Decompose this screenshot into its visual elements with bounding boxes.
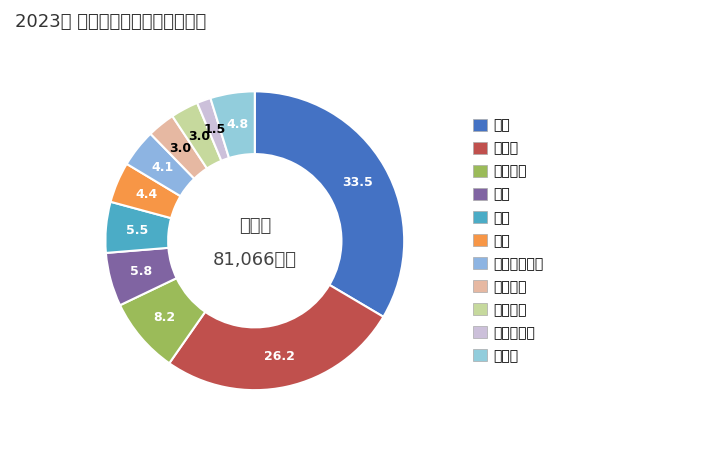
Wedge shape (170, 285, 384, 390)
Wedge shape (127, 134, 194, 196)
Wedge shape (255, 91, 404, 317)
Wedge shape (106, 248, 177, 305)
Text: 1.5: 1.5 (203, 123, 226, 136)
Text: 8.2: 8.2 (154, 310, 176, 324)
Wedge shape (120, 278, 205, 363)
Text: 81,066万円: 81,066万円 (213, 251, 297, 269)
Text: 3.0: 3.0 (188, 130, 210, 143)
Text: 4.8: 4.8 (226, 117, 248, 130)
Wedge shape (151, 116, 207, 179)
Text: 4.1: 4.1 (151, 161, 173, 174)
Text: 5.5: 5.5 (126, 224, 149, 237)
Wedge shape (210, 91, 255, 158)
Text: 26.2: 26.2 (264, 350, 296, 363)
Text: 33.5: 33.5 (342, 176, 373, 189)
Text: 2023年 輸出相手国のシェア（％）: 2023年 輸出相手国のシェア（％） (15, 14, 206, 32)
Wedge shape (197, 98, 229, 161)
Text: 5.8: 5.8 (130, 265, 152, 278)
Legend: 米国, ドイツ, フランス, 韓国, 中国, 台湾, シンガポール, ギリシャ, エジプト, エストニア, その他: 米国, ドイツ, フランス, 韓国, 中国, 台湾, シンガポール, ギリシャ,… (467, 113, 550, 369)
Wedge shape (106, 202, 171, 253)
Text: 3.0: 3.0 (170, 142, 191, 155)
Text: 総　額: 総 額 (239, 217, 271, 235)
Text: 4.4: 4.4 (135, 188, 157, 201)
Wedge shape (111, 164, 181, 218)
Wedge shape (173, 103, 221, 168)
